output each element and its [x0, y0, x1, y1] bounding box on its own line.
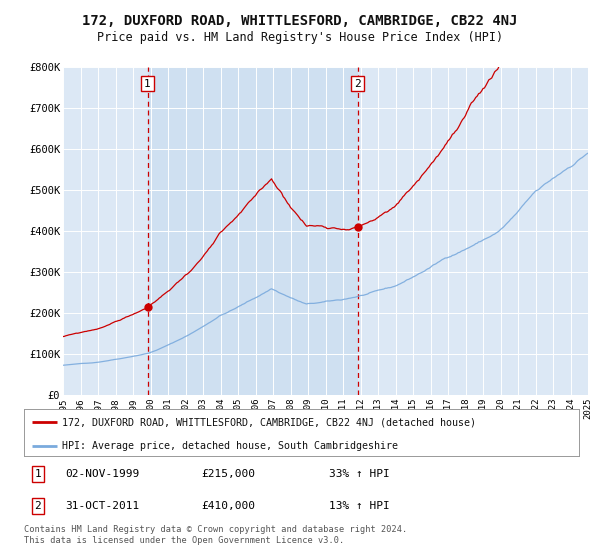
- Text: HPI: Average price, detached house, South Cambridgeshire: HPI: Average price, detached house, Sout…: [62, 441, 398, 451]
- Text: 33% ↑ HPI: 33% ↑ HPI: [329, 469, 390, 479]
- Text: £215,000: £215,000: [202, 469, 256, 479]
- Text: 02-NOV-1999: 02-NOV-1999: [65, 469, 140, 479]
- Text: 2: 2: [35, 501, 41, 511]
- Text: 31-OCT-2011: 31-OCT-2011: [65, 501, 140, 511]
- Text: 172, DUXFORD ROAD, WHITTLESFORD, CAMBRIDGE, CB22 4NJ (detached house): 172, DUXFORD ROAD, WHITTLESFORD, CAMBRID…: [62, 417, 476, 427]
- Text: Contains HM Land Registry data © Crown copyright and database right 2024.
This d: Contains HM Land Registry data © Crown c…: [24, 525, 407, 545]
- Text: 2: 2: [354, 78, 361, 88]
- Bar: [148, 67, 358, 395]
- Text: Price paid vs. HM Land Registry's House Price Index (HPI): Price paid vs. HM Land Registry's House …: [97, 31, 503, 44]
- Text: 1: 1: [35, 469, 41, 479]
- Text: 1: 1: [144, 78, 151, 88]
- Text: £410,000: £410,000: [202, 501, 256, 511]
- Text: 172, DUXFORD ROAD, WHITTLESFORD, CAMBRIDGE, CB22 4NJ: 172, DUXFORD ROAD, WHITTLESFORD, CAMBRID…: [82, 14, 518, 28]
- Text: 13% ↑ HPI: 13% ↑ HPI: [329, 501, 390, 511]
